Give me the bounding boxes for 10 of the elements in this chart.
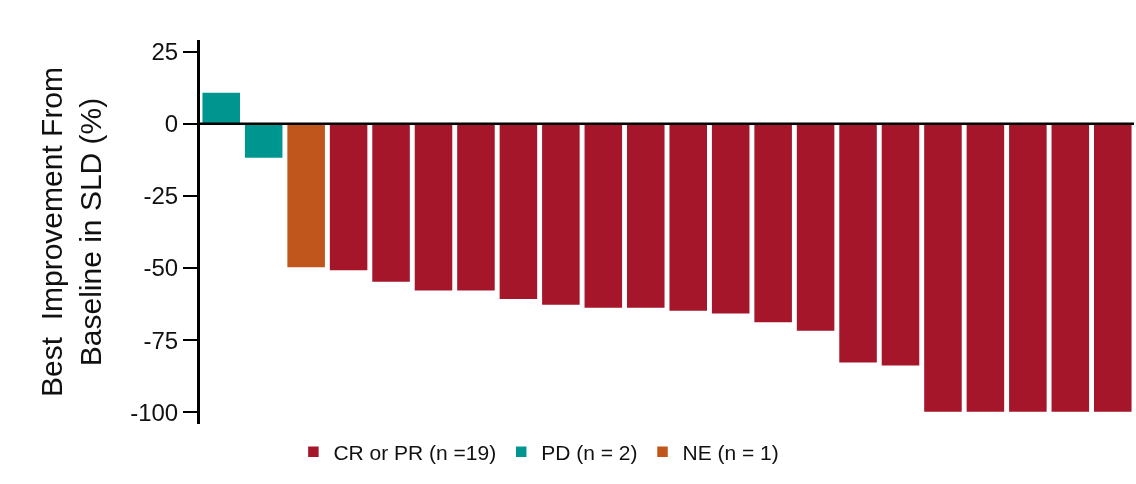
y-tick-label: 25 bbox=[151, 37, 179, 65]
legend-label: PD (n = 2) bbox=[541, 441, 638, 465]
y-tick-label: -25 bbox=[143, 182, 179, 210]
y-axis-title: Best Improvement From Baseline in SLD (%) bbox=[35, 66, 108, 398]
y-tick-label: -50 bbox=[143, 254, 179, 282]
y-tick-label: -100 bbox=[130, 398, 179, 426]
legend-label: CR or PR (n =19) bbox=[333, 441, 497, 465]
legend-label: NE (n = 1) bbox=[682, 441, 779, 465]
y-tick-label: -75 bbox=[143, 326, 179, 354]
y-tick-label: 0 bbox=[164, 110, 179, 138]
